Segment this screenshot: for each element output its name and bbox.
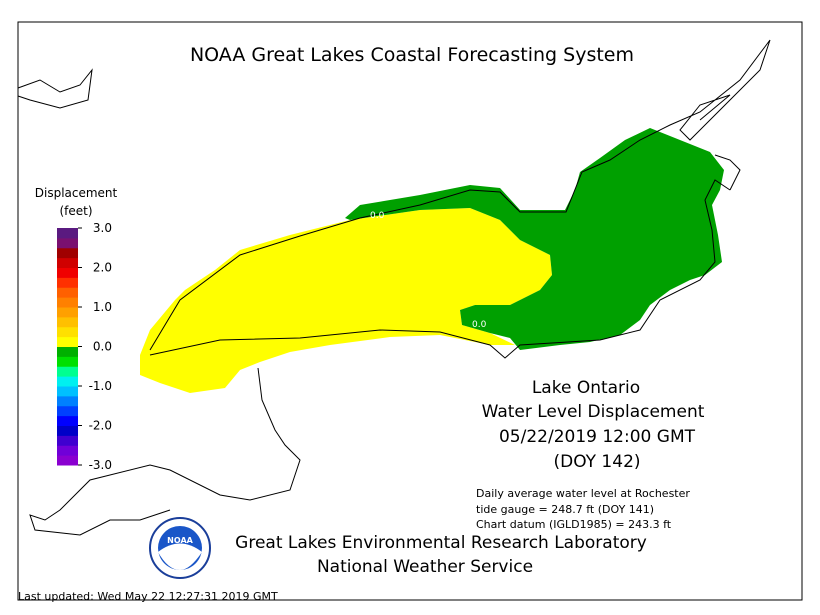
map-title: NOAA Great Lakes Coastal Forecasting Sys… (190, 44, 634, 66)
coastline-south (149, 179, 731, 359)
colorbar-segment (57, 366, 78, 377)
day-of-year: (DOY 142) (553, 452, 640, 472)
colorbar-segment (57, 445, 78, 456)
colorbar-segment (57, 425, 78, 436)
colorbar-segment (57, 376, 78, 387)
gauge-info: Daily average water level at Rochester (476, 487, 690, 500)
colorbar-segment (57, 237, 78, 249)
colorbar-segment (57, 455, 78, 466)
legend-unit: (feet) (59, 204, 92, 218)
gauge-info: Chart datum (IGLD1985) = 243.3 ft (476, 518, 672, 531)
coastline-lake (149, 39, 771, 351)
colorbar-tick-label: -3.0 (89, 458, 112, 472)
colorbar-segment (57, 297, 78, 308)
colorbar-segment (57, 247, 78, 259)
colorbar-segment (57, 307, 78, 318)
lake-region-positive (140, 208, 552, 393)
colorbar: 3.0 2.0 1.0 0.0 -1.0 -2.0 -3.0 (57, 221, 112, 472)
valid-time: 05/22/2019 12:00 GMT (499, 427, 696, 447)
colorbar-segment (57, 356, 78, 367)
colorbar-segment (57, 287, 78, 298)
colorbar-tick-label: 1.0 (93, 300, 112, 314)
noaa-logo: NOAA (149, 517, 211, 579)
colorbar-tick-label: -2.0 (89, 419, 112, 433)
land-boundary (29, 367, 301, 536)
colorbar-segment (57, 228, 78, 239)
contour-label: 0.0 (472, 320, 487, 330)
colorbar-segment (57, 435, 78, 446)
lab-name: Great Lakes Environmental Research Labor… (235, 533, 647, 553)
product-name: Water Level Displacement (482, 402, 705, 422)
colorbar-segment (57, 336, 78, 347)
colorbar-segment (57, 395, 78, 407)
contour-label: 0.0 (370, 211, 385, 221)
gauge-info: tide gauge = 248.7 ft (DOY 141) (476, 503, 654, 516)
colorbar-segment (57, 415, 78, 426)
colorbar-segment (57, 405, 78, 417)
land-boundary-east (714, 154, 741, 191)
legend-title: Displacement (35, 186, 118, 200)
colorbar-segment (57, 257, 78, 268)
colorbar-segment (57, 277, 78, 288)
last-updated: Last updated: Wed May 22 12:27:31 2019 G… (18, 590, 278, 603)
lake-region-zero (345, 128, 724, 350)
colorbar-segment (57, 346, 78, 357)
colorbar-segment (57, 316, 78, 328)
logo-text: NOAA (167, 536, 193, 545)
colorbar-tick-label: 2.0 (93, 261, 112, 275)
map-frame (17, 21, 803, 601)
colorbar-segment (57, 267, 78, 278)
lake-name: Lake Ontario (532, 378, 640, 398)
service-name: National Weather Service (317, 557, 533, 577)
colorbar-tick-label: 3.0 (93, 221, 112, 235)
colorbar-tick-label: -1.0 (89, 379, 112, 393)
colorbar-tick-label: 0.0 (93, 340, 112, 354)
colorbar-segment (57, 386, 78, 397)
colorbar-segment (57, 326, 78, 338)
coastline-north (17, 68, 93, 109)
